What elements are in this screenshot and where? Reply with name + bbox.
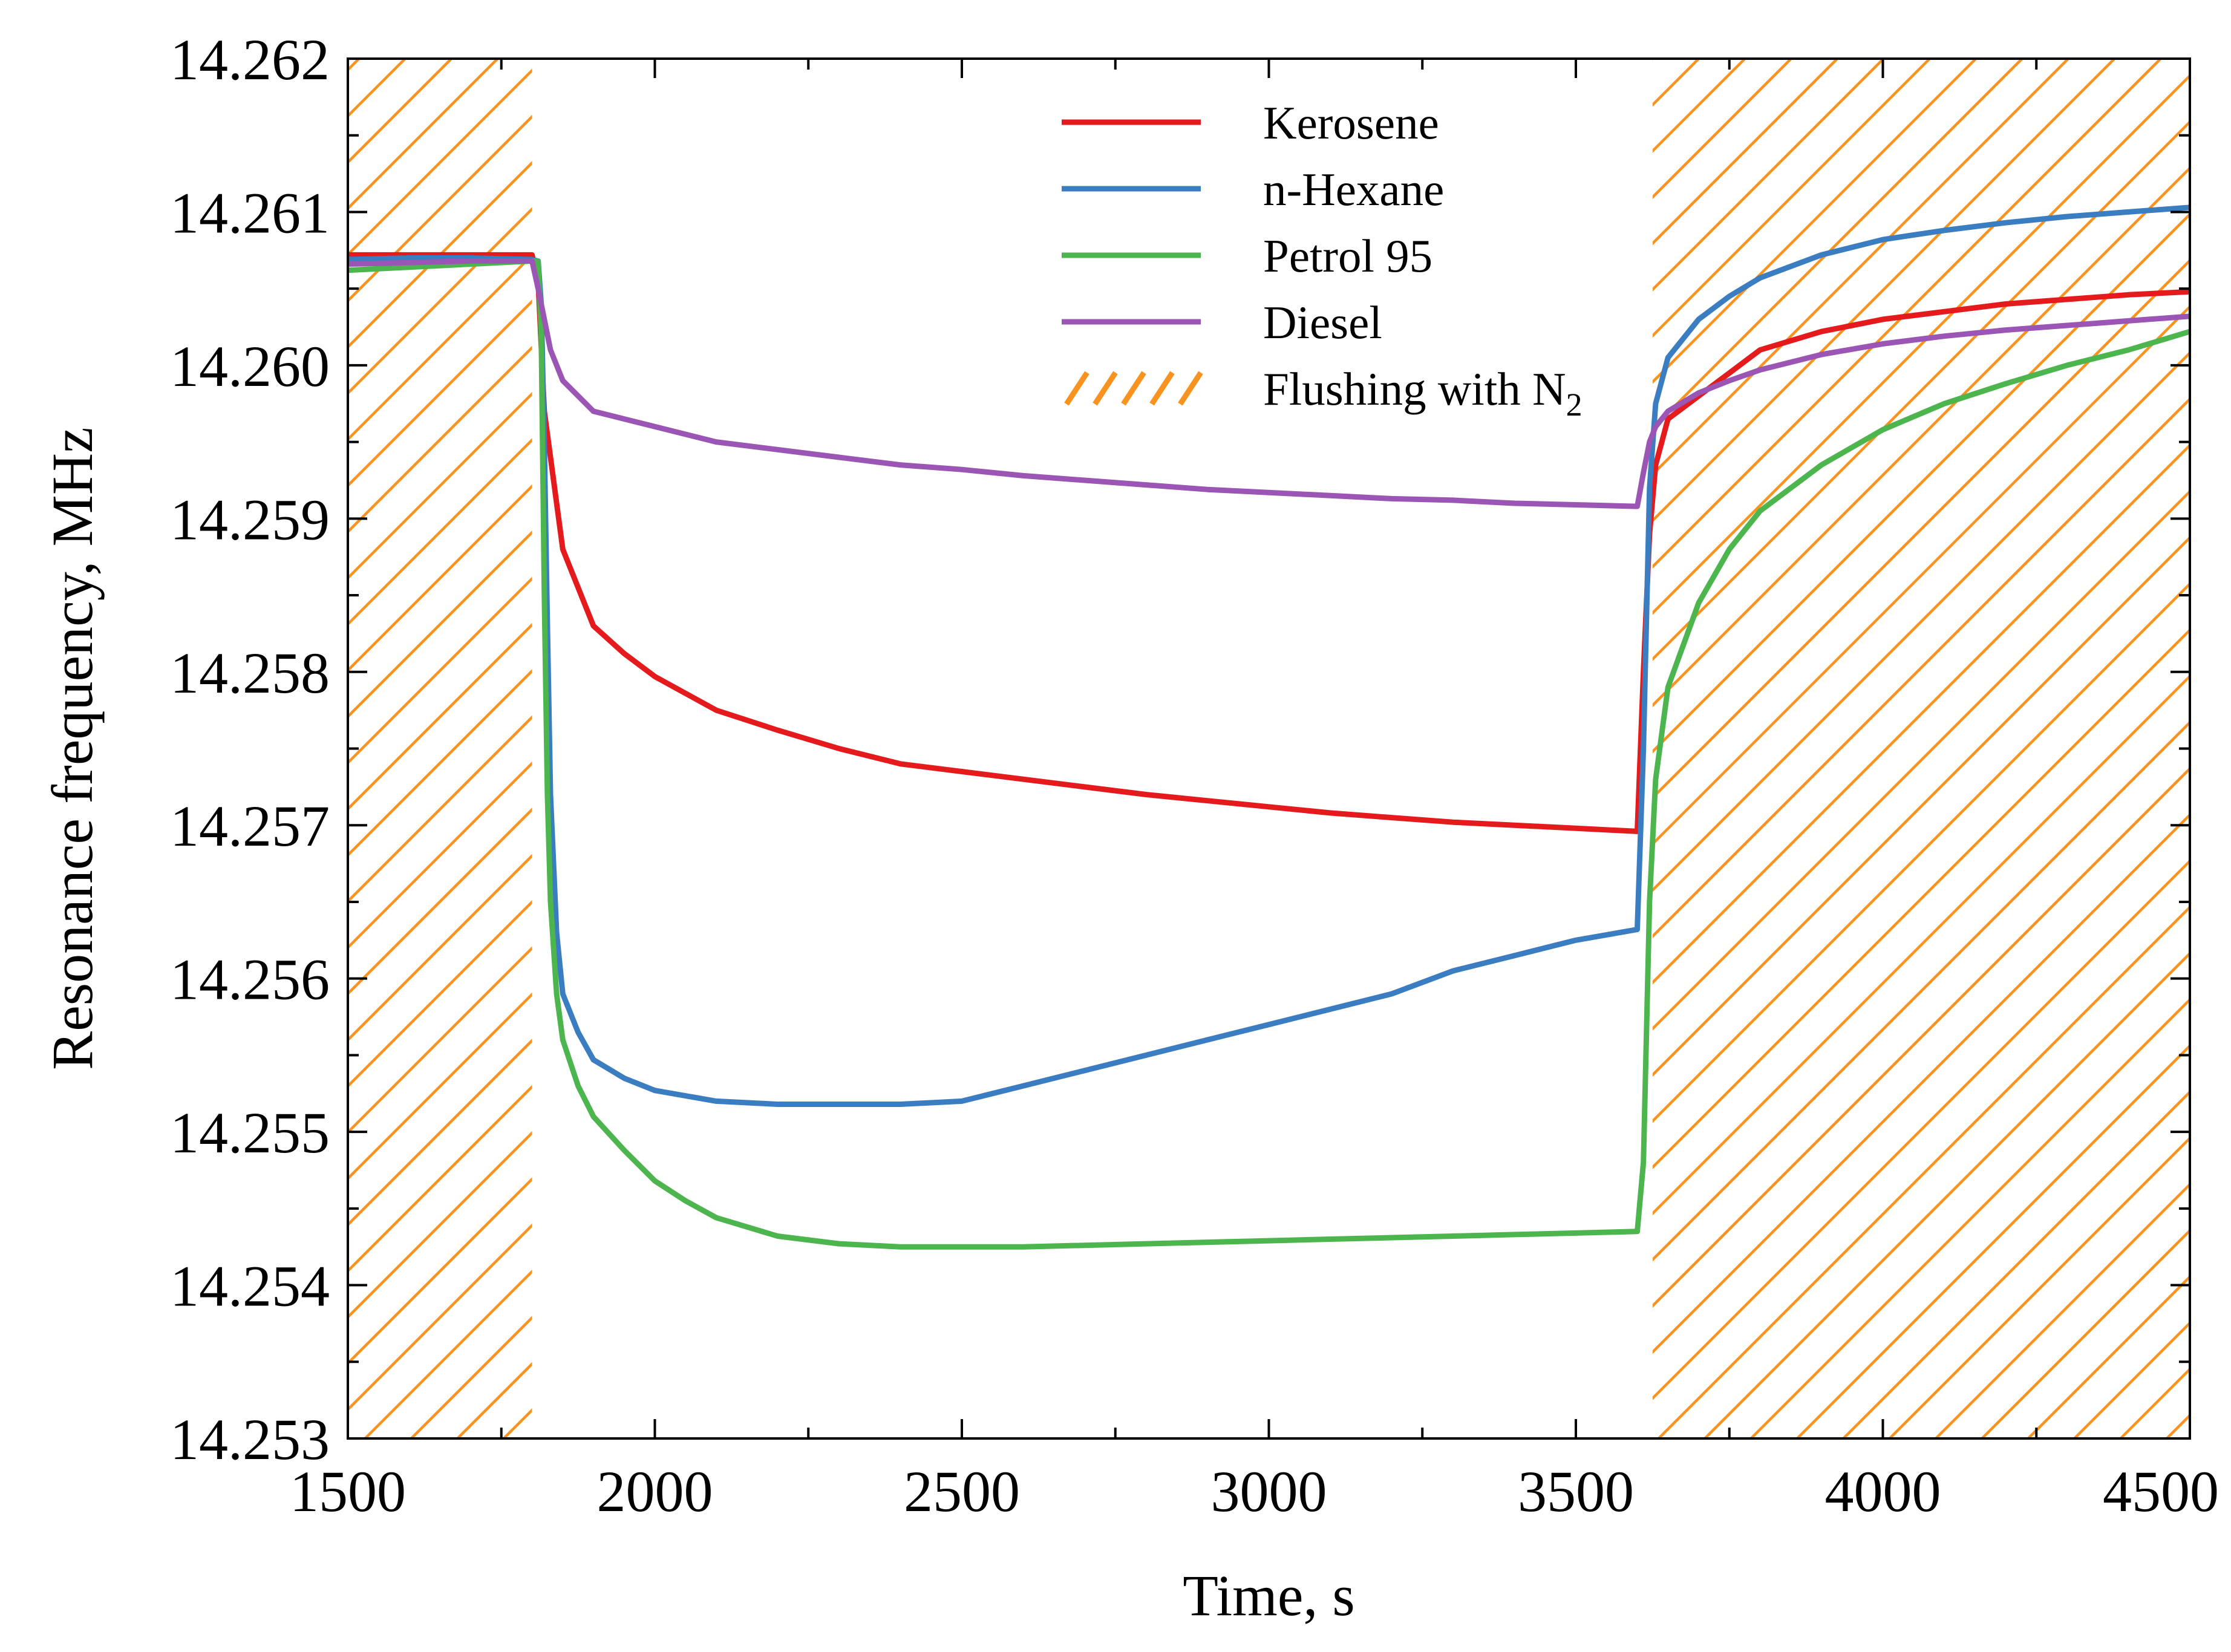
x-tick-label: 4500 [2103, 1459, 2219, 1524]
legend-label-petrol-95: Petrol 95 [1263, 230, 1432, 282]
legend: Kerosene n-Hexane Petrol 95 Diesel Flushing … [1062, 97, 1583, 423]
y-tick-label: 14.256 [170, 947, 330, 1012]
y-tick-label: 14.255 [170, 1100, 330, 1165]
legend-label-n-hexane: n-Hexane [1263, 163, 1444, 215]
series-line-diesel [348, 258, 2190, 509]
x-tick-label: 2500 [904, 1459, 1020, 1524]
y-tick-label: 14.254 [170, 1254, 330, 1319]
y-tick-label: 14.261 [170, 180, 330, 245]
y-tick-label: 14.260 [170, 334, 330, 399]
shaded-region-1 [348, 59, 532, 1438]
y-tick-label: 14.258 [170, 641, 330, 705]
series-line-n-hexane [348, 204, 2190, 1107]
series-line-petrol-95 [348, 258, 2190, 1250]
shaded-region-2 [1652, 59, 2190, 1438]
x-tick-labels: 1500 2000 2500 3000 3500 4000 4500 [290, 1459, 2219, 1524]
x-tick-label: 2000 [597, 1459, 713, 1524]
x-tick-label: 3000 [1211, 1459, 1327, 1524]
y-tick-label: 14.259 [170, 487, 330, 552]
series-lines [348, 204, 2190, 1250]
x-tick-label: 1500 [290, 1459, 406, 1524]
x-tick-label: 4000 [1825, 1459, 1941, 1524]
legend-label-kerosene: Kerosene [1263, 97, 1439, 149]
legend-label-flushing: Flushing with N2 [1263, 363, 1583, 423]
y-axis-title: Resonance frequency, MHz [40, 427, 105, 1070]
y-tick-label: 14.262 [170, 27, 330, 92]
legend-label-diesel: Diesel [1263, 296, 1382, 348]
x-axis-title: Time, s [1183, 1563, 1355, 1628]
series-line-kerosene [348, 252, 2190, 834]
legend-swatch-flushing [1064, 371, 1203, 406]
y-tick-labels: 14.253 14.254 14.255 14.256 14.257 14.258 14.2… [170, 27, 330, 1472]
x-tick-label: 3500 [1518, 1459, 1634, 1524]
y-tick-label: 14.253 [170, 1407, 330, 1472]
y-tick-label: 14.257 [170, 794, 330, 858]
axis-ticks [347, 57, 2191, 1440]
